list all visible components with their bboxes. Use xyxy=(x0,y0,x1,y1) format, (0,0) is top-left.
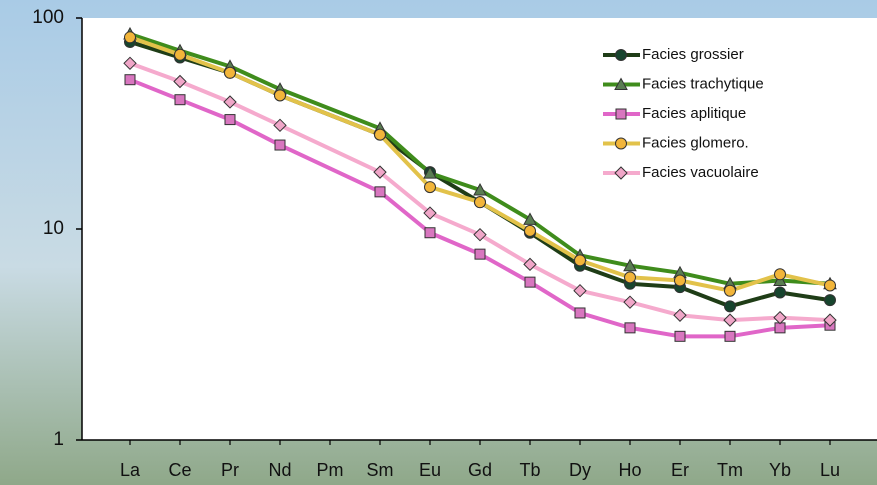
data-point xyxy=(824,294,836,307)
data-point xyxy=(224,66,236,79)
legend-marker xyxy=(615,108,627,120)
data-point xyxy=(623,295,637,309)
x-tick-label: Tm xyxy=(717,460,743,480)
data-point xyxy=(424,227,436,239)
data-point xyxy=(423,166,437,179)
y-tick-label: 100 xyxy=(32,7,64,28)
x-tick-label: Nd xyxy=(268,460,291,480)
x-tick-label: Eu xyxy=(419,460,441,480)
x-tick-label: Tb xyxy=(519,460,540,480)
series-line xyxy=(129,32,831,286)
data-point xyxy=(724,284,736,297)
data-point xyxy=(423,206,437,220)
legend-marker xyxy=(615,49,627,61)
data-point xyxy=(123,56,137,71)
data-point xyxy=(774,286,786,299)
data-point xyxy=(824,279,836,292)
data-point xyxy=(624,271,636,284)
data-point xyxy=(474,196,486,209)
data-point xyxy=(374,128,386,141)
x-tick-label: Pr xyxy=(221,460,239,480)
data-point xyxy=(574,307,586,319)
data-point xyxy=(574,254,586,267)
data-point xyxy=(673,308,687,322)
data-point xyxy=(773,310,787,325)
data-point xyxy=(174,94,186,106)
data-point xyxy=(373,165,387,179)
data-point xyxy=(623,258,637,272)
legend-marker xyxy=(614,166,628,180)
data-point xyxy=(223,95,237,109)
y-tick-label: 1 xyxy=(53,429,64,450)
legend-label: Facies vacuolaire xyxy=(642,164,759,181)
data-point xyxy=(124,31,136,44)
data-point xyxy=(724,330,736,342)
data-point xyxy=(274,139,286,151)
data-point xyxy=(823,313,837,327)
data-point xyxy=(524,276,536,288)
series-line xyxy=(129,61,831,323)
data-point xyxy=(724,300,736,313)
legend-label: Facies grossier xyxy=(642,46,744,63)
data-point xyxy=(473,182,487,196)
series-line xyxy=(129,35,831,293)
data-point xyxy=(674,330,686,342)
data-point xyxy=(573,283,587,298)
series-line xyxy=(129,77,831,339)
data-point xyxy=(474,248,486,260)
y-tick-label: 10 xyxy=(43,218,64,239)
data-point xyxy=(173,74,187,89)
data-point xyxy=(674,274,686,287)
legend-marker xyxy=(614,77,628,90)
data-point xyxy=(524,224,536,237)
x-tick-label: Sm xyxy=(367,460,394,480)
x-tick-label: La xyxy=(120,460,141,480)
x-tick-label: Pm xyxy=(317,460,344,480)
data-point xyxy=(424,181,436,194)
legend-marker xyxy=(615,137,627,150)
data-point xyxy=(723,313,737,327)
data-point xyxy=(273,118,287,133)
data-point xyxy=(624,322,636,334)
legend-label: Facies glomero. xyxy=(642,134,749,151)
data-point xyxy=(774,268,786,281)
data-point xyxy=(473,227,487,242)
x-tick-label: Dy xyxy=(569,460,591,480)
x-tick-label: Ho xyxy=(618,460,641,480)
data-point xyxy=(523,257,537,272)
x-tick-label: Er xyxy=(671,460,689,480)
x-tick-label: Ce xyxy=(168,460,191,480)
data-point xyxy=(174,48,186,61)
legend-label: Facies aplitique xyxy=(642,105,746,122)
legend-label: Facies trachytique xyxy=(642,75,764,92)
data-point xyxy=(523,212,537,225)
x-tick-label: Gd xyxy=(468,460,492,480)
data-point xyxy=(124,74,136,86)
data-point xyxy=(374,186,386,198)
data-point xyxy=(224,114,236,126)
x-tick-label: Lu xyxy=(820,460,840,480)
x-tick-label: Yb xyxy=(769,460,791,480)
data-point xyxy=(274,89,286,102)
